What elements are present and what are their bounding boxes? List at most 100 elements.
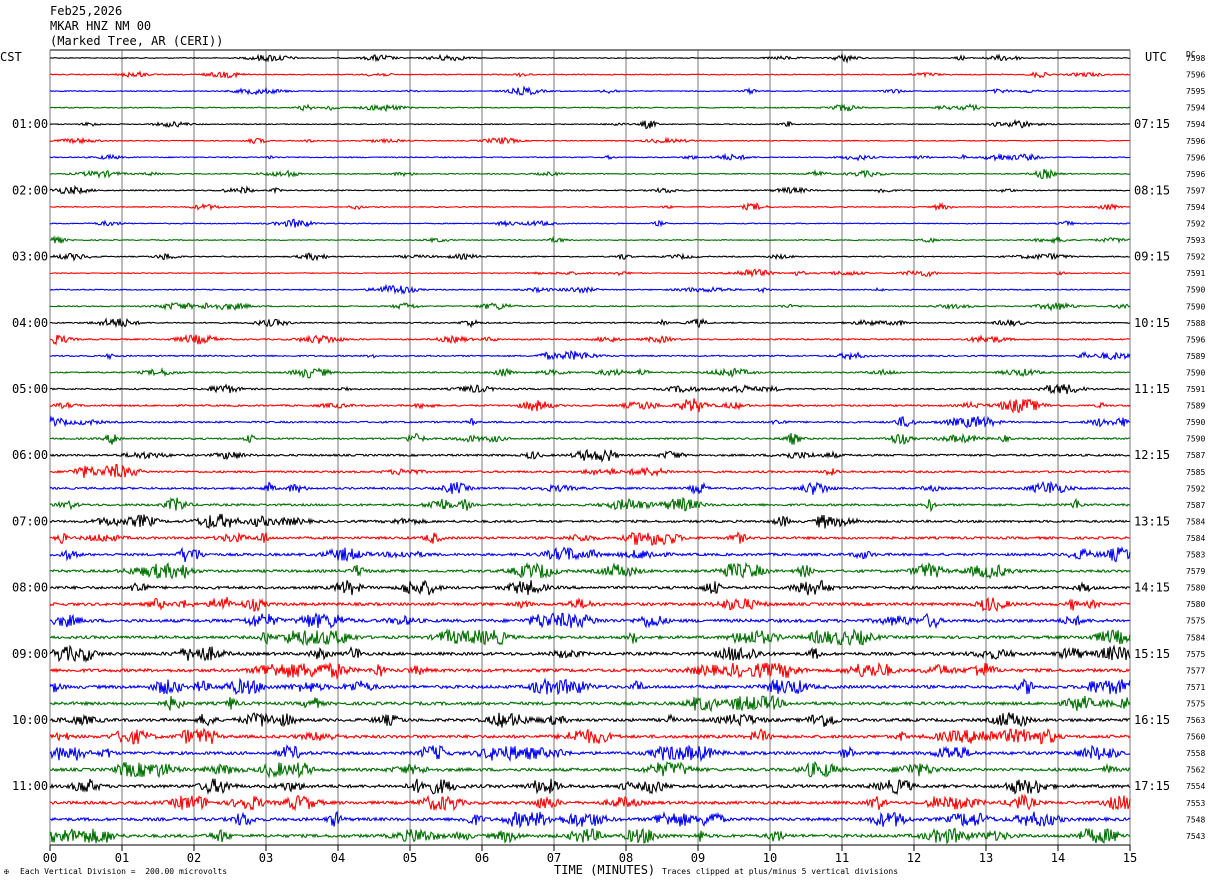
seismic-trace: [49, 118, 1131, 130]
dc-offset-label: 7595: [1186, 87, 1205, 96]
seismic-trace: [49, 52, 1131, 64]
cst-hour-label: 11:00: [12, 779, 48, 793]
station-code: MKAR HNZ NM 00: [50, 19, 152, 33]
minute-grid: [49, 49, 1131, 851]
seismic-trace: [49, 184, 1131, 195]
x-tick-label: 05: [403, 851, 417, 865]
dc-offset-label: 7591: [1186, 385, 1205, 394]
dc-offset-label: 7590: [1186, 435, 1205, 444]
dc-offset-label: 7592: [1186, 253, 1205, 262]
dc-offset-label: 7543: [1186, 832, 1205, 841]
utc-hour-label: 10:15: [1134, 316, 1170, 330]
scale-note: Each Vertical Division = 200.00 microvol…: [20, 867, 228, 876]
dc-offset-label: 7592: [1186, 484, 1205, 493]
seismic-trace: [49, 152, 1131, 162]
seismic-trace: [49, 383, 1131, 395]
x-tick-label: 04: [331, 851, 345, 865]
cst-hour-label: 03:00: [12, 250, 48, 264]
x-tick-label: 14: [1051, 851, 1065, 865]
seismic-trace: [49, 136, 1131, 146]
dc-offset-label: 7587: [1186, 501, 1205, 510]
footer-mark: ✠: [4, 867, 9, 876]
dc-offset-label: 7596: [1186, 153, 1205, 162]
seismic-trace: [49, 760, 1131, 779]
seismic-trace: [49, 168, 1131, 180]
utc-hour-label: 13:15: [1134, 514, 1170, 528]
right-timezone-label: UTC: [1145, 50, 1167, 64]
dc-offset-label: 7594: [1186, 203, 1205, 212]
seismic-trace: [49, 677, 1131, 696]
dc-offset-label: 7560: [1186, 733, 1205, 742]
seismic-trace: [49, 513, 1131, 530]
seismic-trace: [50, 811, 1131, 829]
dc-offset-label: 7598: [1186, 54, 1205, 63]
seismic-trace: [49, 268, 1131, 279]
dc-offset-label: 7594: [1186, 104, 1205, 113]
dc-offset-label: 7588: [1186, 319, 1205, 328]
dc-offset-label: 7594: [1186, 120, 1205, 129]
seismic-trace: [49, 480, 1131, 495]
utc-hour-label: 12:15: [1134, 448, 1170, 462]
dc-offset-header: DC: [1186, 50, 1196, 59]
seismic-trace: [49, 415, 1130, 429]
x-tick-label: 08: [619, 851, 633, 865]
dc-offset-label: 7580: [1186, 600, 1205, 609]
x-tick-label: 01: [115, 851, 129, 865]
seismic-trace: [49, 85, 1131, 96]
dc-offset-label: 7584: [1186, 633, 1205, 642]
seismic-trace: [49, 367, 1131, 379]
seismic-trace: [50, 333, 1131, 346]
x-tick-label: 10: [763, 851, 777, 865]
x-tick-label: 13: [979, 851, 993, 865]
seismic-trace: [49, 727, 1131, 745]
x-tick-label: 03: [259, 851, 273, 865]
seismic-trace: [49, 317, 1131, 329]
seismic-trace: [49, 102, 1131, 113]
seismic-trace: [49, 545, 1131, 563]
dc-offset-label: 7592: [1186, 220, 1205, 229]
dc-offset-label: 7590: [1186, 368, 1205, 377]
dc-offset-label: 7577: [1186, 666, 1205, 675]
clip-note: Traces clipped at plus/minus 5 vertical …: [662, 867, 899, 876]
dc-offset-label: 7589: [1186, 352, 1205, 361]
seismic-trace: [49, 496, 1131, 513]
dc-offset-label: 7584: [1186, 517, 1205, 526]
dc-offset-label: 7580: [1186, 584, 1205, 593]
cst-hour-label: 09:00: [12, 647, 48, 661]
dc-offset-label: 7590: [1186, 286, 1205, 295]
seismic-trace: [49, 712, 1131, 728]
utc-hour-label: 07:15: [1134, 117, 1170, 131]
x-axis-title: TIME (MINUTES): [554, 863, 656, 877]
seismic-trace: [49, 661, 1131, 680]
dc-offset-label: 7590: [1186, 302, 1205, 311]
seismic-trace: [49, 531, 1131, 547]
cst-hour-label: 02:00: [12, 183, 48, 197]
left-timezone-label: CST: [0, 50, 22, 64]
seismic-trace: [49, 201, 1131, 212]
dc-offset-label: 7553: [1186, 799, 1205, 808]
cst-hour-label: 08:00: [12, 581, 48, 595]
dc-offset-label: 7591: [1186, 269, 1205, 278]
dc-offset-label: 7584: [1186, 534, 1205, 543]
dc-offset-label: 7563: [1186, 716, 1205, 725]
seismic-trace: [49, 218, 1131, 228]
dc-offset-label: 7575: [1186, 617, 1205, 626]
station-location: (Marked Tree, AR (CERI)): [50, 34, 224, 48]
cst-hour-label: 07:00: [12, 514, 48, 528]
seismic-trace: [49, 448, 1131, 463]
trace-group: [49, 52, 1131, 845]
x-tick-label: 02: [187, 851, 201, 865]
dc-offset-label: 7571: [1186, 683, 1205, 692]
dc-offset-label: 7587: [1186, 451, 1205, 460]
seismic-trace: [49, 695, 1131, 713]
seismic-trace: [49, 70, 1131, 79]
utc-hour-label: 17:15: [1134, 779, 1170, 793]
x-tick-label: 00: [43, 851, 57, 865]
dc-offset-label: 7596: [1186, 170, 1205, 179]
dc-offset-label: 7558: [1186, 749, 1205, 758]
seismic-trace: [49, 612, 1131, 630]
seismic-trace: [49, 827, 1131, 845]
seismic-trace: [49, 432, 1131, 445]
dc-offset-label: 7590: [1186, 418, 1205, 427]
